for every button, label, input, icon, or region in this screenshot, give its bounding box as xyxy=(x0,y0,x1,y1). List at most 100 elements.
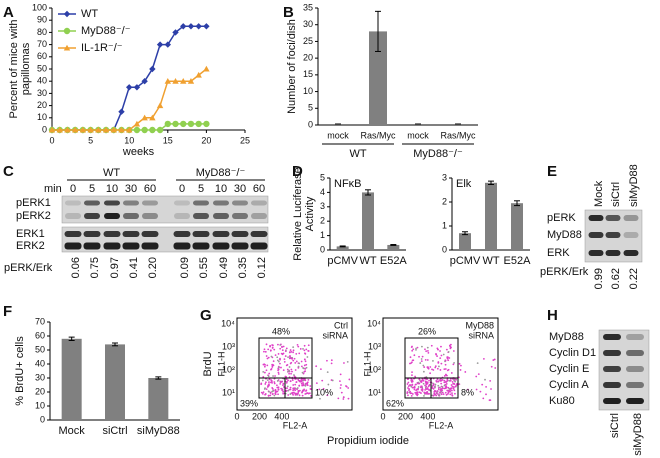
event-dot xyxy=(482,397,485,400)
blot-band xyxy=(122,231,140,237)
event-dot xyxy=(303,370,306,373)
blot-band xyxy=(588,232,604,238)
row-label: pERK1 xyxy=(16,197,51,209)
event-dot xyxy=(282,390,285,393)
event-dot xyxy=(342,396,345,399)
event-dot xyxy=(293,357,296,360)
y-tick-label: 10¹ xyxy=(222,387,235,397)
event-dot xyxy=(444,368,447,370)
x-tick-label: 0 xyxy=(380,411,385,421)
event-dot xyxy=(447,386,450,389)
y-tick-label: 40 xyxy=(37,76,47,86)
event-dot xyxy=(326,371,329,374)
event-dot xyxy=(425,376,428,378)
blot-band xyxy=(623,232,639,238)
data-point xyxy=(64,126,71,133)
data-point xyxy=(118,108,125,115)
event-dot xyxy=(319,368,322,371)
event-dot xyxy=(458,383,461,386)
x-tick-label: E52A xyxy=(504,255,532,267)
event-dot xyxy=(285,364,288,367)
y-tick-label: 10⁴ xyxy=(221,318,235,328)
event-dot xyxy=(455,378,457,381)
error-bar xyxy=(514,200,520,207)
x-tick-label: mock xyxy=(327,130,349,140)
event-dot xyxy=(410,394,413,397)
event-dot xyxy=(271,346,274,349)
event-dot xyxy=(277,388,280,391)
event-dot xyxy=(420,385,423,388)
data-point xyxy=(133,126,141,134)
y-axis-label: Number of foci/dish xyxy=(286,19,298,114)
error-bar xyxy=(68,336,75,341)
event-dot xyxy=(273,394,276,397)
event-dot xyxy=(426,359,429,361)
x-channel: FL2-A xyxy=(429,420,454,430)
event-dot xyxy=(263,350,265,353)
event-dot xyxy=(287,370,290,373)
event-dot xyxy=(262,391,265,394)
event-dot xyxy=(286,387,288,390)
event-dot xyxy=(450,389,453,392)
event-dot xyxy=(301,390,304,393)
event-dot xyxy=(260,383,263,386)
event-dot xyxy=(407,394,409,397)
row-label: ERK xyxy=(547,247,570,259)
event-dot xyxy=(447,350,450,353)
event-dot xyxy=(263,388,266,390)
event-dot xyxy=(266,379,269,382)
y-tick-label: 15 xyxy=(303,69,313,79)
gate-value: 26% xyxy=(418,326,436,336)
error-bar xyxy=(462,231,468,236)
x-tick-label: pCMV xyxy=(327,255,358,267)
y-tick-label: 10¹ xyxy=(368,387,381,397)
event-dot xyxy=(270,355,273,358)
x-tick-label: 15 xyxy=(163,135,173,145)
event-dot xyxy=(277,360,280,363)
event-dot xyxy=(417,386,420,388)
panel-letter: B xyxy=(283,4,294,21)
event-dot xyxy=(305,348,308,351)
event-dot xyxy=(284,355,287,357)
event-dot xyxy=(270,367,273,370)
event-dot xyxy=(443,384,446,387)
event-dot xyxy=(306,384,309,387)
event-dot xyxy=(330,359,333,362)
event-dot xyxy=(434,393,437,396)
event-dot xyxy=(295,352,298,355)
event-dot xyxy=(410,392,413,395)
error-bar xyxy=(375,10,381,52)
event-dot xyxy=(345,385,347,387)
event-dot xyxy=(451,394,454,397)
event-dot xyxy=(265,388,268,391)
event-dot xyxy=(408,389,410,391)
row-label: Cyclin A xyxy=(549,379,589,391)
event-dot xyxy=(475,375,478,378)
event-dot xyxy=(302,367,305,370)
event-dot xyxy=(420,360,423,363)
blot-band xyxy=(213,200,229,206)
event-dot xyxy=(415,348,417,351)
event-dot xyxy=(432,384,435,387)
blot-band xyxy=(192,242,210,250)
event-dot xyxy=(291,379,294,382)
y-tick-label: 5 xyxy=(308,103,313,113)
error-bar xyxy=(112,342,118,347)
event-dot xyxy=(421,390,424,392)
event-dot xyxy=(296,343,299,346)
event-dot xyxy=(305,366,308,369)
x-channel: FL2-A xyxy=(283,420,308,430)
event-dot xyxy=(271,381,273,384)
event-dot xyxy=(292,349,295,352)
bar xyxy=(369,31,387,125)
blot-band xyxy=(83,231,101,237)
error-bar xyxy=(365,189,371,196)
event-dot xyxy=(432,369,435,371)
event-dot xyxy=(454,392,456,395)
event-dot xyxy=(459,369,462,371)
lane-label: siCtrl xyxy=(609,413,621,438)
ratio-value: 0.97 xyxy=(109,257,121,278)
event-dot xyxy=(287,389,290,392)
event-dot xyxy=(321,379,324,382)
blot-band xyxy=(122,242,140,250)
